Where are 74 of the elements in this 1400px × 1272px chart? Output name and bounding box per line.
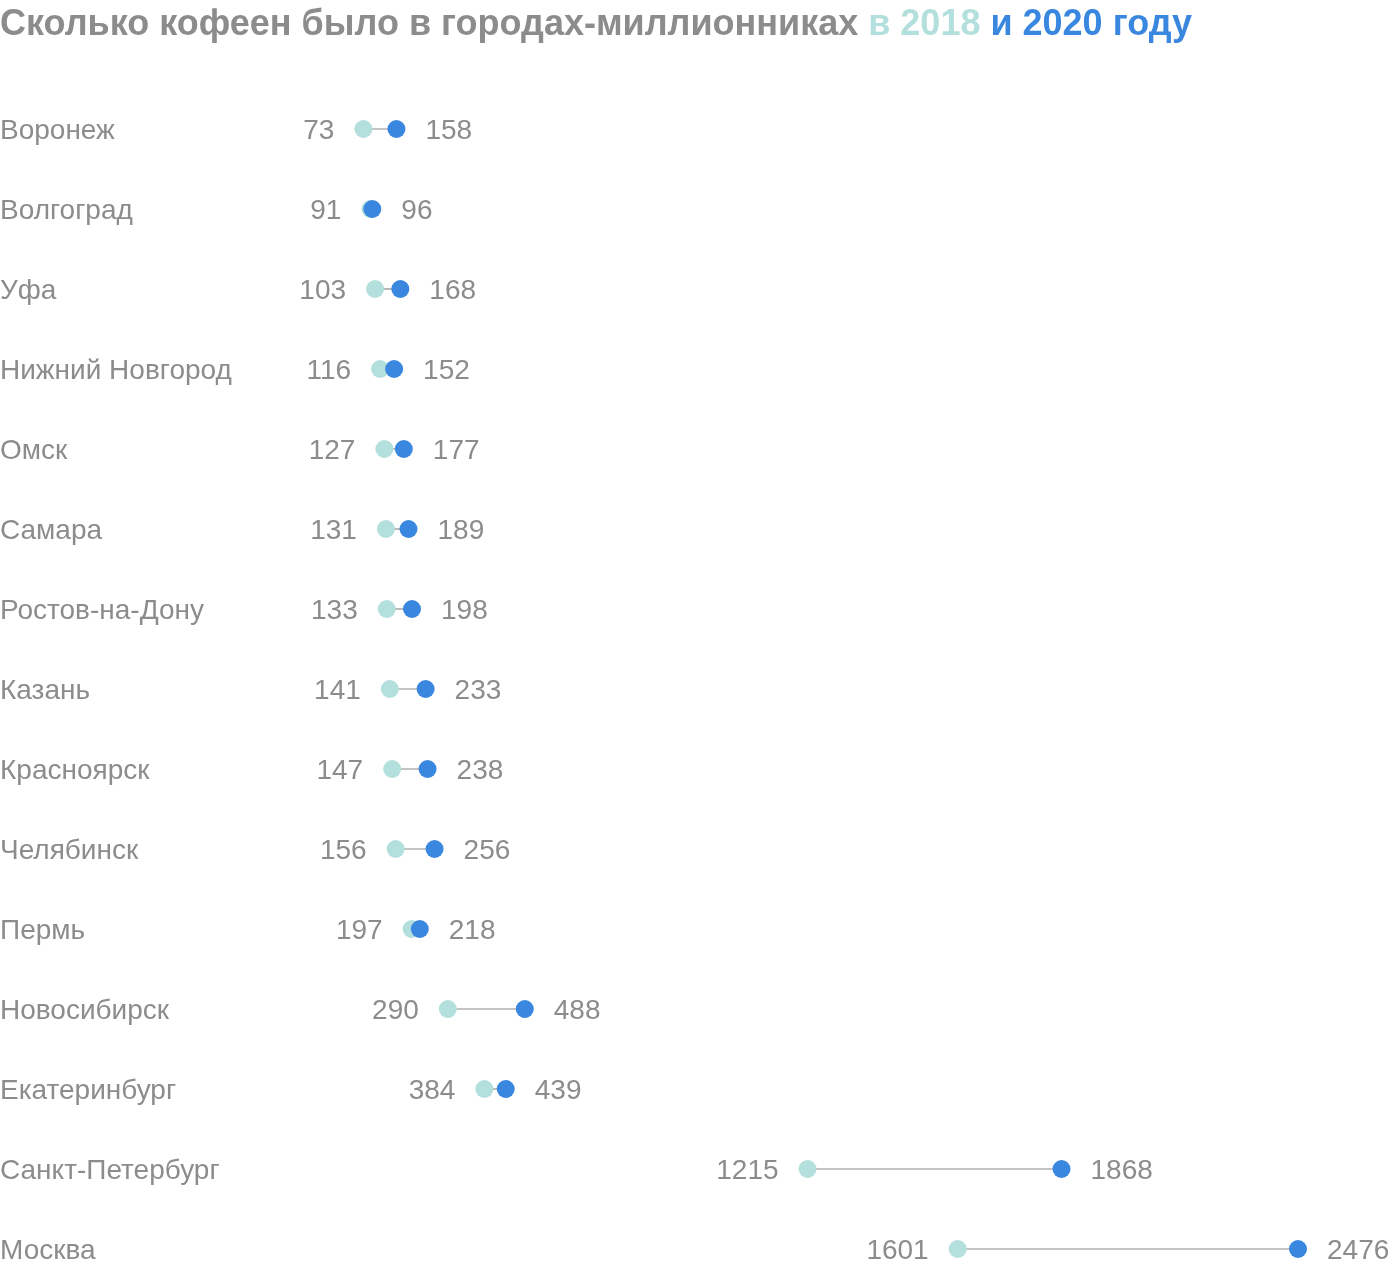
data-label: 384	[408, 1074, 456, 1105]
data-label: 233	[454, 674, 502, 705]
chart-title: Сколько кофеен было в городах-миллионниках	[0, 2, 859, 43]
point	[383, 760, 402, 778]
point	[438, 1000, 457, 1018]
data-label: 218	[448, 914, 496, 945]
point	[387, 120, 406, 138]
y-tick-label: Санкт-Петербург	[0, 1154, 220, 1185]
data-label: 96	[401, 194, 433, 225]
point	[394, 440, 413, 458]
y-tick-label: Самара	[0, 514, 103, 545]
data-label: 141	[314, 674, 361, 705]
data-label: 197	[335, 914, 383, 945]
point	[354, 120, 373, 138]
point	[399, 520, 418, 538]
data-label: 131	[310, 514, 357, 545]
data-label: 73	[303, 114, 335, 145]
data-label: 158	[425, 114, 473, 145]
point	[416, 680, 435, 698]
data-label: 198	[441, 594, 488, 625]
data-label: 156	[319, 834, 367, 865]
data-label: 1215	[716, 1154, 779, 1185]
y-tick-label: Уфа	[0, 274, 57, 305]
data-label: 168	[429, 274, 477, 305]
point	[1052, 1160, 1071, 1178]
data-label: 488	[553, 994, 601, 1025]
data-label: 290	[372, 994, 419, 1025]
data-label: 2476	[1327, 1234, 1390, 1265]
data-label: 256	[463, 834, 511, 865]
point	[377, 600, 396, 618]
y-tick-label: Новосибирск	[0, 994, 170, 1025]
text: в 2018	[868, 2, 981, 43]
point	[475, 1080, 494, 1098]
point	[418, 760, 437, 778]
point	[515, 1000, 534, 1018]
y-tick-label: Красноярск	[0, 754, 151, 785]
point	[366, 280, 385, 298]
y-tick-label: Волгоград	[0, 194, 133, 225]
point	[410, 920, 429, 938]
data-label: 91	[310, 194, 342, 225]
data-label: 133	[311, 594, 358, 625]
text: и 2020 году	[990, 2, 1193, 43]
y-tick-label: Челябинск	[0, 834, 139, 865]
data-label: 238	[456, 754, 504, 785]
data-label: 1868	[1090, 1154, 1153, 1185]
y-tick-label: Воронеж	[0, 114, 116, 145]
data-label: 439	[534, 1074, 582, 1105]
data-label: 177	[432, 434, 480, 465]
point	[375, 440, 394, 458]
point	[403, 600, 422, 618]
point	[1289, 1240, 1307, 1258]
y-tick-label: Омск	[0, 434, 69, 465]
point	[798, 1160, 817, 1178]
y-tick-label: Екатеринбург	[0, 1074, 177, 1105]
point	[425, 840, 444, 858]
y-tick-label: Ростов-на-Дону	[0, 594, 204, 625]
point	[391, 280, 410, 298]
point	[380, 680, 399, 698]
data-label: 116	[306, 354, 352, 385]
data-label: 103	[299, 274, 347, 305]
point	[376, 520, 395, 538]
data-label: 189	[437, 514, 485, 545]
data-label: 147	[316, 754, 364, 785]
point	[385, 360, 404, 378]
y-tick-label: Казань	[0, 674, 91, 705]
data-label: 152	[423, 354, 470, 385]
data-label: 1601	[866, 1234, 929, 1265]
y-tick-label: Нижний Новгород	[0, 354, 232, 385]
point	[386, 840, 405, 858]
y-tick-label: Москва	[0, 1234, 97, 1265]
data-label: 127	[308, 434, 356, 465]
y-tick-label: Пермь	[0, 914, 86, 945]
point	[496, 1080, 515, 1098]
point	[948, 1240, 967, 1258]
